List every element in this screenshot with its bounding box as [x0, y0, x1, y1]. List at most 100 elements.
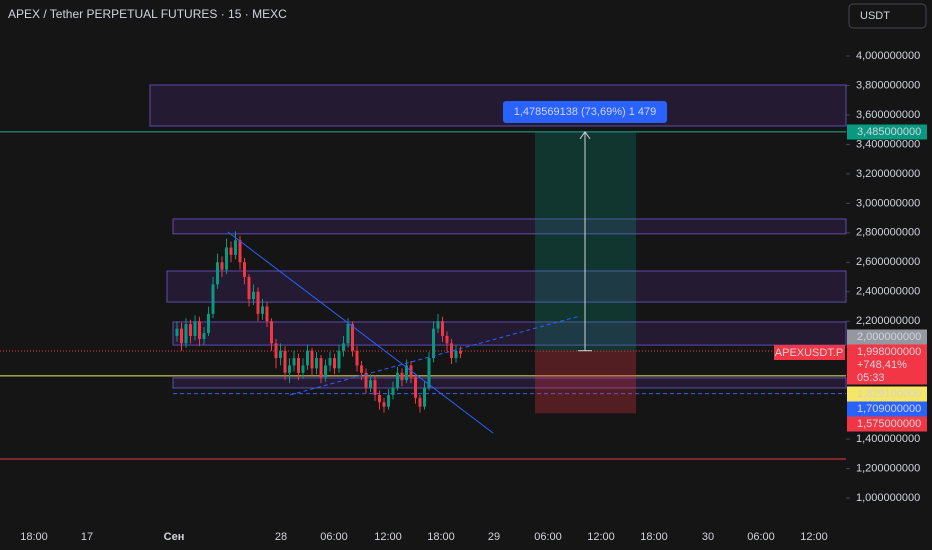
- currency-button-label[interactable]: USDT: [860, 10, 890, 22]
- price-badge-label: 1,575000000: [857, 418, 921, 430]
- arrow-head: [579, 131, 591, 140]
- candle-body: [328, 358, 332, 366]
- candle-body: [315, 358, 318, 369]
- price-badge: [847, 124, 927, 140]
- candle-body: [238, 240, 242, 263]
- candle-body: [288, 365, 291, 373]
- chart-title: APEX / Tether PERPETUAL FUTURES · 15 · M…: [8, 7, 287, 21]
- y-tick-label: 4,000000000: [856, 50, 920, 62]
- trend-line: [227, 231, 494, 434]
- candle-body: [396, 372, 399, 388]
- price-change: +748,41%: [857, 359, 907, 371]
- candle-body: [216, 262, 219, 285]
- candle-body: [400, 372, 404, 381]
- price-badge-label: 1,829100000: [857, 388, 921, 400]
- zone: [172, 377, 847, 389]
- measure-label: 1,478569138 (73,69%) 1 479: [514, 106, 657, 118]
- candle-body: [351, 324, 354, 351]
- x-tick-label: 17: [81, 531, 93, 543]
- symbol-label: APEXUSDT.P: [775, 347, 843, 359]
- x-tick-label: 29: [488, 531, 500, 543]
- price-badge: [847, 344, 927, 385]
- price-badge: [847, 416, 927, 432]
- x-tick-label: 30: [702, 531, 714, 543]
- candle-body: [391, 387, 395, 395]
- zone: [172, 321, 847, 346]
- candle-body: [423, 387, 426, 407]
- price-badge: [847, 329, 927, 345]
- candle-body: [207, 313, 210, 334]
- x-tick-label: 12:00: [374, 531, 402, 543]
- candle-body: [193, 321, 197, 336]
- candle-body: [319, 358, 323, 378]
- x-tick-label: 18:00: [20, 531, 48, 543]
- y-tick-label: 3,600000000: [856, 109, 920, 121]
- candle-body: [342, 343, 345, 351]
- candle-body: [418, 397, 422, 407]
- y-tick-label: 2,400000000: [856, 286, 920, 298]
- y-tick-label: 3,400000000: [856, 138, 920, 150]
- x-tick-label: 12:00: [587, 531, 615, 543]
- y-tick-label: 3,800000000: [856, 79, 920, 91]
- candle-body: [378, 394, 381, 403]
- candle-body: [310, 350, 314, 369]
- candle-body: [382, 402, 386, 407]
- candle-body: [202, 333, 206, 339]
- candle-body: [441, 321, 444, 336]
- candle-body: [189, 324, 192, 336]
- candle-body: [225, 247, 228, 270]
- zone: [149, 84, 847, 127]
- candle-body: [387, 394, 390, 407]
- y-tick-label: 3,200000000: [856, 168, 920, 180]
- candle-body: [256, 291, 260, 314]
- candle-body: [450, 343, 453, 359]
- candle-body: [337, 350, 341, 369]
- candle-body: [265, 306, 269, 322]
- zone: [166, 270, 847, 303]
- plot-area: 4,000000000 3,800000000 3,600000000 3,40000…: [0, 50, 927, 543]
- x-tick-label: 12:00: [800, 531, 828, 543]
- candle-body: [346, 324, 350, 344]
- candle-body: [184, 324, 188, 344]
- candle-body: [445, 335, 449, 344]
- candle-body: [252, 291, 255, 300]
- price-badge-label: 1,998000000: [857, 346, 921, 358]
- candle-body: [432, 328, 435, 359]
- price-badge-label: 1,709000000: [857, 403, 921, 415]
- y-tick-label: 3,000000000: [856, 197, 920, 209]
- candle-body: [283, 350, 287, 373]
- candle-body: [360, 365, 363, 373]
- candle-body: [405, 365, 408, 381]
- candle-body: [270, 321, 273, 344]
- candle-body: [454, 350, 458, 359]
- price-badge-label: 3,485000000: [857, 126, 921, 138]
- price-badge-label: 2,000000000: [857, 331, 921, 343]
- candle-body: [243, 262, 246, 278]
- candle-body: [355, 350, 359, 366]
- y-tick-label: 2,600000000: [856, 256, 920, 268]
- candle-body: [211, 284, 215, 314]
- candle-body: [220, 262, 224, 270]
- x-tick-label: 18:00: [427, 531, 455, 543]
- candle-body: [234, 240, 237, 255]
- trend-line-dashed: [289, 315, 581, 396]
- price-badge: [847, 386, 927, 402]
- candle-body: [180, 328, 183, 344]
- candle-body: [333, 358, 336, 369]
- candle-body: [436, 321, 440, 329]
- zone: [172, 218, 847, 235]
- currency-button[interactable]: [848, 3, 927, 29]
- measure-label-box: [503, 101, 667, 123]
- candle-body: [229, 247, 233, 255]
- x-tick-label: 06:00: [534, 531, 562, 543]
- candle-body: [414, 377, 417, 398]
- candle-body: [427, 358, 431, 388]
- x-tick-label: 06:00: [320, 531, 348, 543]
- candle-body: [373, 380, 377, 395]
- candle-body: [175, 328, 179, 336]
- bar-countdown: 05:33: [857, 372, 885, 384]
- symbol-label-box: [774, 345, 845, 360]
